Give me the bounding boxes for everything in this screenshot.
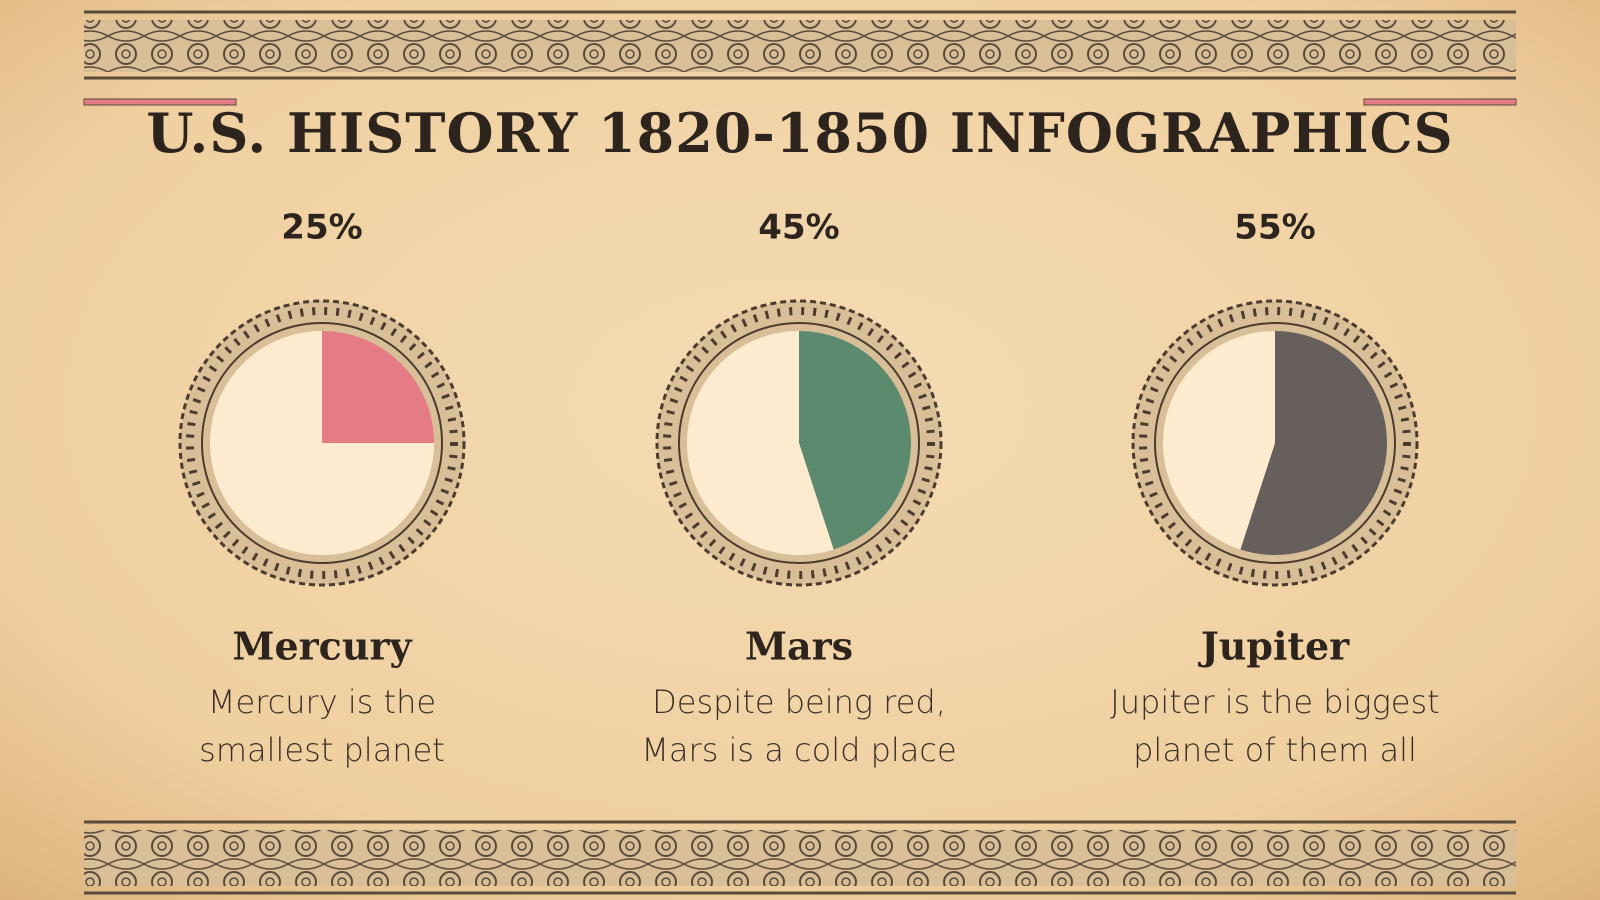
description: Despite being red, <box>652 683 946 721</box>
frame-ring <box>1154 322 1396 564</box>
pie-slice <box>322 331 434 443</box>
pie-slice <box>799 331 911 550</box>
top-border <box>84 10 1516 80</box>
description: smallest planet <box>199 731 445 769</box>
percent-label: 55% <box>1234 208 1315 248</box>
description: Jupiter is the biggest <box>1110 683 1439 721</box>
percent-label: 25% <box>281 208 362 248</box>
percent-label: 45% <box>758 208 839 248</box>
chart-title: Mars <box>745 624 853 669</box>
chart-title: Mercury <box>232 624 412 669</box>
pie-slice <box>1240 331 1388 556</box>
pie-slice <box>210 331 434 555</box>
title-accent <box>83 98 1517 106</box>
frame-ring <box>663 307 935 579</box>
frame-ring <box>678 322 920 564</box>
description: Mercury is the <box>208 683 436 721</box>
pie-slice <box>1163 331 1275 550</box>
bottom-border <box>84 820 1516 895</box>
chart-title: Jupiter <box>1198 624 1350 669</box>
description: planet of them all <box>1133 731 1417 769</box>
frame-ring <box>201 322 443 564</box>
frame-ring <box>1139 307 1411 579</box>
description: Mars is a cold place <box>641 731 956 769</box>
title: U.S. HISTORY 1820-1850 INFOGRAPHICS <box>146 101 1453 165</box>
frame-ring <box>186 307 458 579</box>
pie-slice <box>686 331 834 555</box>
